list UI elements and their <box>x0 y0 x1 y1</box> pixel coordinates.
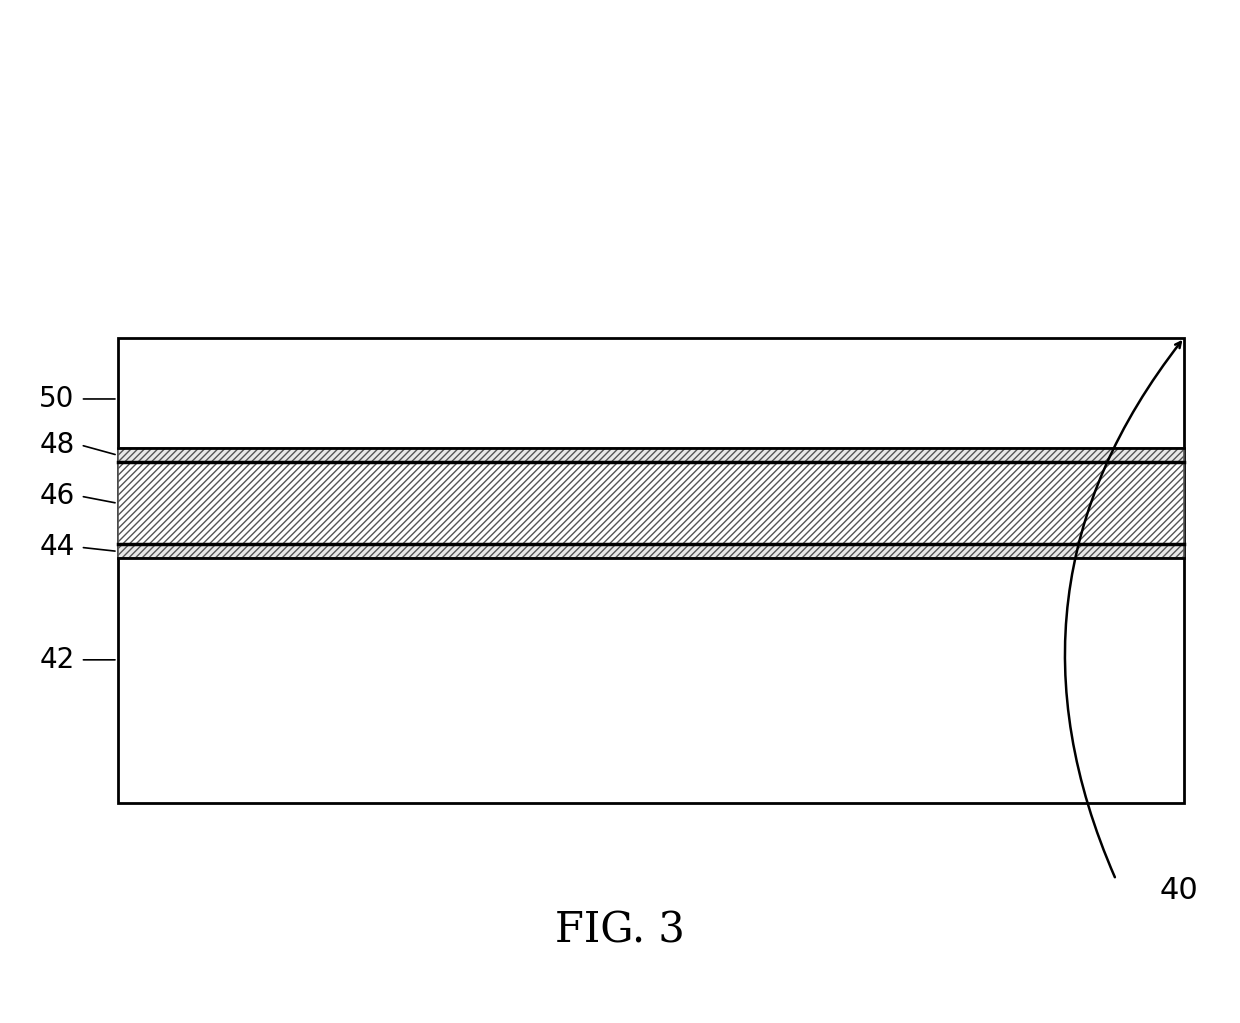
Bar <box>118 338 1184 803</box>
Bar <box>118 448 1184 462</box>
Text: 44: 44 <box>40 533 74 562</box>
Text: 42: 42 <box>40 646 74 674</box>
Bar <box>118 544 1184 558</box>
Text: 46: 46 <box>40 482 74 510</box>
Text: 48: 48 <box>40 431 74 459</box>
Bar <box>118 462 1184 544</box>
Text: FIG. 3: FIG. 3 <box>556 909 684 952</box>
Text: 50: 50 <box>38 385 74 413</box>
Text: 40: 40 <box>1159 876 1198 904</box>
